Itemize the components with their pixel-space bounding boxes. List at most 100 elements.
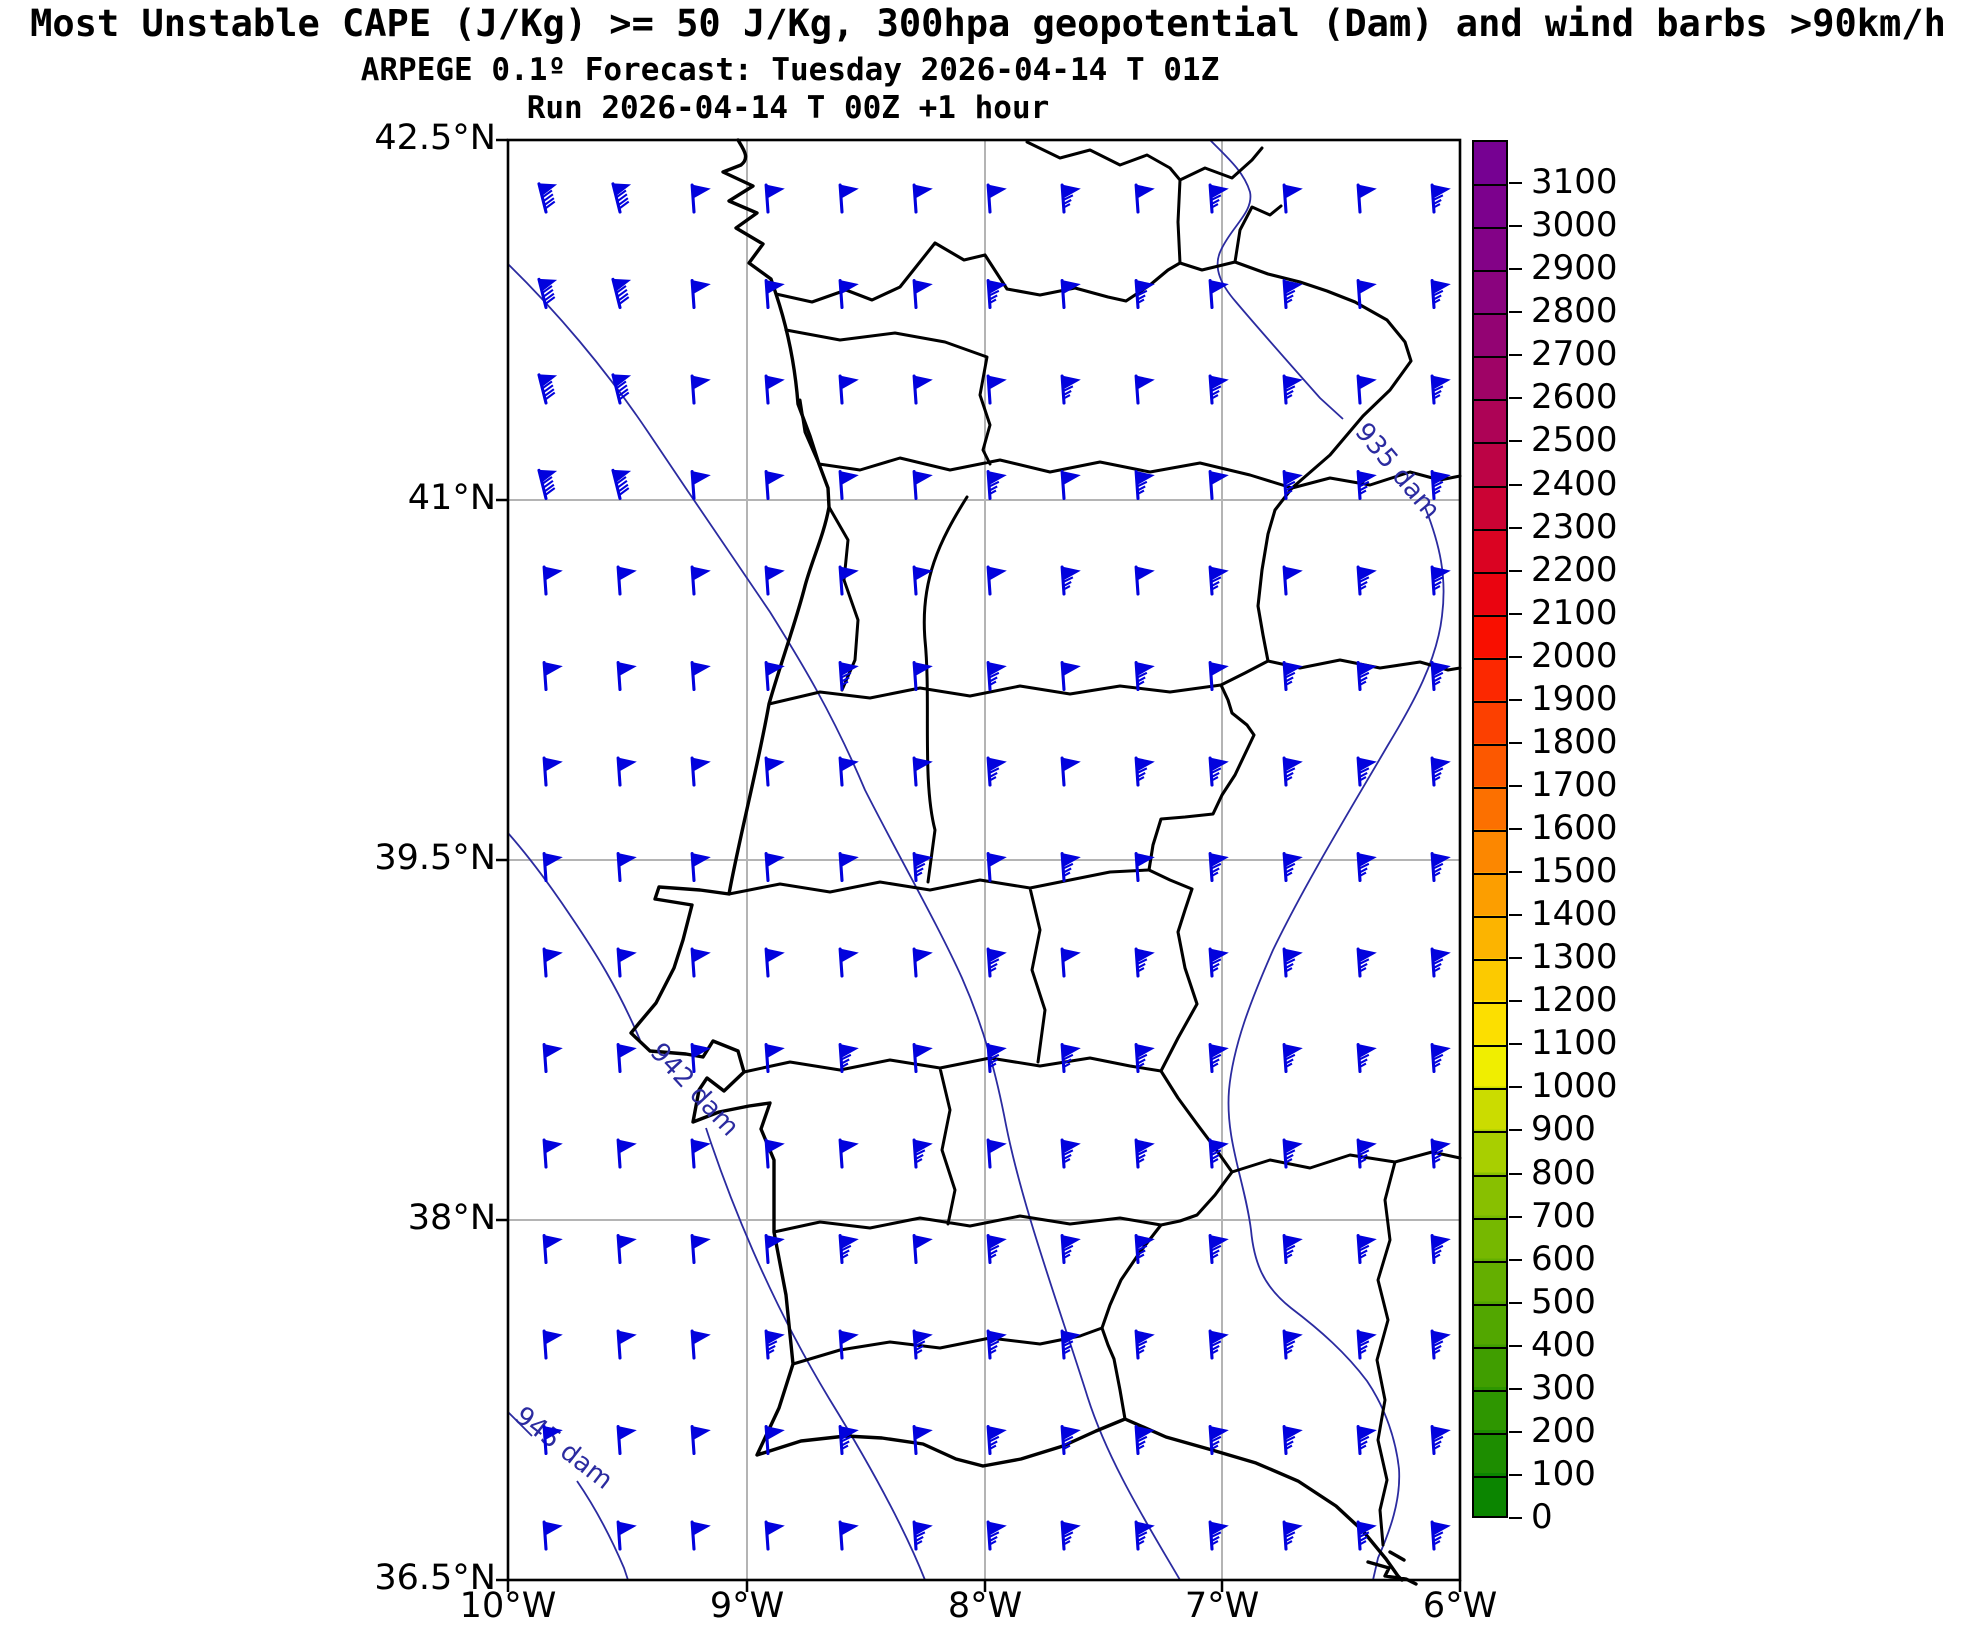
wind-barb: [690, 661, 711, 692]
wind-barb: [764, 1329, 785, 1360]
wind-barb: [1356, 1043, 1377, 1074]
wind-barb: [690, 1425, 711, 1456]
contour-label-945: 945 dam: [509, 1401, 619, 1496]
wind-barb: [986, 1234, 1007, 1265]
wind-barb: [1060, 470, 1081, 501]
wind-barb: [1282, 756, 1303, 787]
wind-barb: [1430, 279, 1451, 310]
wind-barb: [542, 1329, 563, 1360]
chart-title: Most Unstable CAPE (J/Kg) >= 50 J/Kg, 30…: [30, 2, 1946, 45]
contour-labels: 935 dam 942 dam 945 dam: [509, 417, 1446, 1496]
wind-barb: [1282, 565, 1303, 596]
axis-tick-marks: [496, 138, 1462, 1592]
wind-barb: [1134, 1425, 1155, 1456]
wind-barb: [1134, 565, 1155, 596]
wind-barb: [1134, 1043, 1155, 1074]
colorbar-tick: [1509, 1258, 1522, 1261]
colorbar-tick: [1509, 311, 1522, 314]
colorbar-tick-label: 2400: [1531, 463, 1618, 504]
wind-barb: [838, 661, 859, 692]
wind-barb: [611, 373, 632, 405]
wind-barb: [690, 852, 711, 883]
wind-barb: [912, 661, 933, 692]
colorbar-level-line: [1474, 916, 1506, 919]
wind-barb: [537, 373, 558, 405]
wind-barb: [1060, 279, 1081, 310]
wind-barb: [616, 947, 637, 978]
colorbar-tick-label: 2000: [1531, 635, 1618, 676]
coastline: [629, 138, 1418, 1586]
wind-barb: [764, 947, 785, 978]
wind-barb: [1134, 183, 1155, 214]
spain-province-borders: [1025, 140, 1462, 1547]
colorbar-tick-label: 1200: [1531, 980, 1618, 1021]
wind-barb: [1208, 565, 1229, 596]
wind-barb: [838, 1234, 859, 1265]
wind-barb: [537, 468, 558, 501]
colorbar-level-line: [1474, 1303, 1506, 1306]
colorbar-level-line: [1474, 442, 1506, 445]
colorbar-level-line: [1474, 1475, 1506, 1478]
colorbar-tick: [1509, 1086, 1522, 1089]
wind-barb: [1134, 470, 1155, 501]
colorbar-level-line: [1474, 959, 1506, 962]
wind-barb: [912, 183, 933, 214]
wind-barb: [912, 852, 933, 883]
wind-barb: [1430, 470, 1451, 501]
colorbar-level-line: [1474, 1174, 1506, 1177]
colorbar-tick-label: 1000: [1531, 1066, 1618, 1107]
wind-barb: [1430, 183, 1451, 214]
wind-barb: [1134, 374, 1155, 405]
wind-barb: [616, 661, 637, 692]
wind-barb: [1134, 661, 1155, 692]
wind-barb: [616, 852, 637, 883]
wind-barb: [1134, 1138, 1155, 1169]
wind-barb: [764, 279, 785, 310]
colorbar-tick: [1509, 397, 1522, 400]
wind-barb: [542, 756, 563, 787]
wind-barb: [1060, 1329, 1081, 1360]
wind-barb: [838, 565, 859, 596]
wind-barb: [1208, 947, 1229, 978]
wind-barb: [616, 1520, 637, 1551]
colorbar-level-line: [1474, 356, 1506, 359]
colorbar-tick-label: 2100: [1531, 592, 1618, 633]
wind-barb: [912, 1425, 933, 1456]
colorbar-tick-label: 200: [1531, 1410, 1596, 1451]
wind-barb: [912, 565, 933, 596]
wind-barb: [542, 1138, 563, 1169]
colorbar-tick: [1509, 655, 1522, 658]
colorbar-level-line: [1474, 184, 1506, 187]
colorbar-tick-label: 2200: [1531, 549, 1618, 590]
colorbar-level-line: [1474, 1217, 1506, 1220]
wind-barb: [986, 756, 1007, 787]
wind-barb: [690, 756, 711, 787]
wind-barb: [1356, 1138, 1377, 1169]
x-tick-label: 6°W: [1422, 1586, 1498, 1626]
wind-barb: [1356, 1425, 1377, 1456]
wind-barb: [1208, 661, 1229, 692]
colorbar-tick-label: 1800: [1531, 721, 1618, 762]
chart-subtitle-forecast: ARPEGE 0.1º Forecast: Tuesday 2026-04-14…: [360, 52, 1220, 88]
colorbar-tick-label: 2600: [1531, 377, 1618, 418]
colorbar-level-line: [1474, 873, 1506, 876]
wind-barb: [542, 1043, 563, 1074]
wind-barb: [1430, 852, 1451, 883]
wind-barb: [1060, 1520, 1081, 1551]
wind-barb: [986, 1520, 1007, 1551]
wind-barb: [542, 852, 563, 883]
wind-barb: [986, 374, 1007, 405]
wind-barb: [1430, 374, 1451, 405]
colorbar-level-line: [1474, 571, 1506, 574]
wind-barb: [1060, 661, 1081, 692]
wind-barb: [986, 1329, 1007, 1360]
wind-barb: [1060, 1138, 1081, 1169]
wind-barb: [1282, 279, 1303, 310]
colorbar-tick-label: 2500: [1531, 420, 1618, 461]
colorbar-tick: [1509, 612, 1522, 615]
colorbar-level-line: [1474, 313, 1506, 316]
colorbar-level-line: [1474, 227, 1506, 230]
wind-barb: [1060, 1425, 1081, 1456]
wind-barb: [537, 182, 558, 214]
wind-barb: [542, 565, 563, 596]
